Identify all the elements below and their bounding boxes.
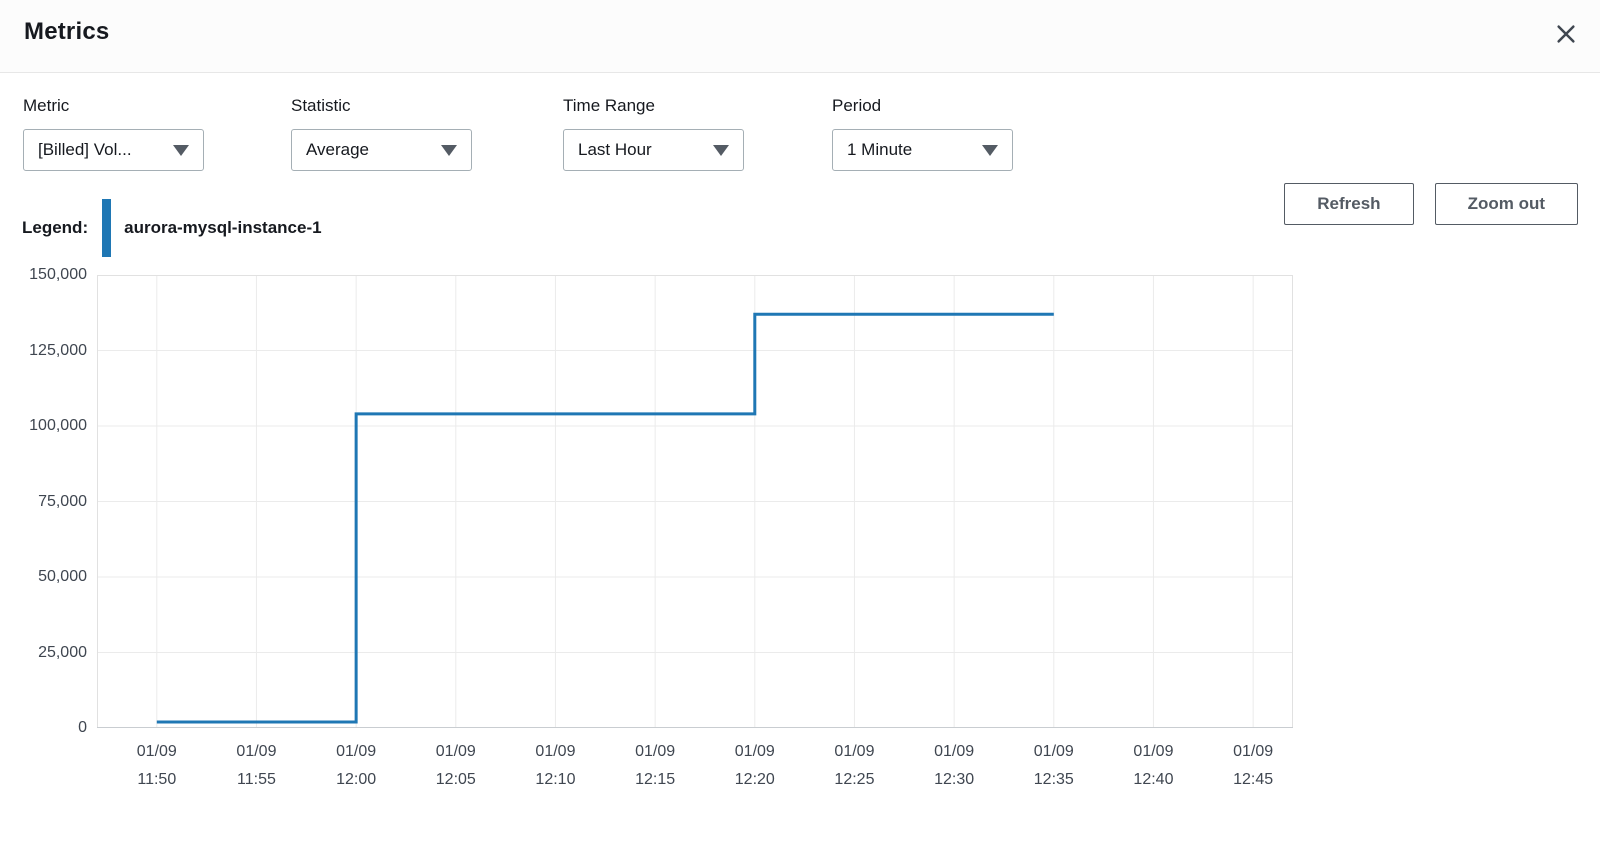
y-axis-tick-label: 125,000 [29,341,87,359]
period-select-value: 1 Minute [847,140,913,159]
page-title: Metrics [24,18,110,45]
x-axis-tick-label: 01/09 12:45 [1233,743,1274,788]
modal-header: Metrics [0,0,1600,73]
x-axis-tick-label: 01/09 12:30 [934,743,975,788]
time-range-label: Time Range [563,96,655,115]
period-label: Period [832,96,882,115]
y-axis-tick-label: 150,000 [29,266,87,283]
chart-actions: Refresh Zoom out [1284,183,1578,225]
time-range-select[interactable]: Last Hour [563,129,744,171]
caret-down-icon [173,144,189,156]
y-axis-tick-label: 25,000 [38,643,87,661]
chart-svg[interactable] [97,275,1293,728]
period-field: Period 1 Minute [832,96,1013,171]
caret-down-icon [713,144,729,156]
x-axis-tick-label: 01/09 12:40 [1133,743,1174,788]
x-axis-tick-label: 01/09 12:10 [535,743,576,788]
zoom-out-button[interactable]: Zoom out [1434,183,1578,225]
series-line [156,312,1054,724]
statistic-select-value: Average [306,140,370,159]
caret-down-icon [982,144,998,156]
x-axis-tick-label: 01/09 12:35 [1033,743,1074,788]
legend-color-bar [102,199,112,257]
statistic-select[interactable]: Average [291,129,472,171]
x-axis-tick-label: 01/09 12:15 [635,743,676,788]
legend-series-name[interactable]: aurora-mysql-instance-1 [124,218,322,237]
metric-field: Metric [Billed] Vol... [23,96,204,171]
close-icon [1557,25,1575,43]
x-axis-tick-label: 01/09 12:00 [336,743,377,788]
time-range-field: Time Range Last Hour [563,96,744,171]
period-select[interactable]: 1 Minute [832,129,1013,171]
x-axis-tick-label: 01/09 12:05 [435,743,476,788]
time-range-select-value: Last Hour [578,140,652,159]
chart-legend: Legend: aurora-mysql-instance-1 [22,199,322,257]
metric-select-value: [Billed] Vol... [38,140,132,159]
y-axis-tick-label: 0 [78,719,87,736]
metric-label: Metric [23,96,70,115]
y-axis-tick-label: 100,000 [29,417,87,434]
y-axis-tick-label: 50,000 [38,568,87,585]
x-axis-tick-label: 01/09 12:25 [834,743,875,788]
legend-label: Legend: [22,218,89,237]
x-axis-tick-label: 01/09 11:50 [136,743,177,788]
x-axis-tick-label: 01/09 11:55 [236,743,277,788]
statistic-field: Statistic Average [291,96,472,171]
metrics-chart: 0 25,000 50,000 75,000 100,000 125,000 150,000… [0,266,1320,815]
y-axis-tick-label: 75,000 [38,492,87,510]
x-axis-tick-label: 01/09 12:20 [734,743,775,788]
refresh-button[interactable]: Refresh [1284,183,1414,225]
close-button[interactable] [1550,18,1582,50]
metric-select[interactable]: [Billed] Vol... [23,129,204,171]
statistic-label: Statistic [291,96,351,115]
caret-down-icon [441,144,457,156]
